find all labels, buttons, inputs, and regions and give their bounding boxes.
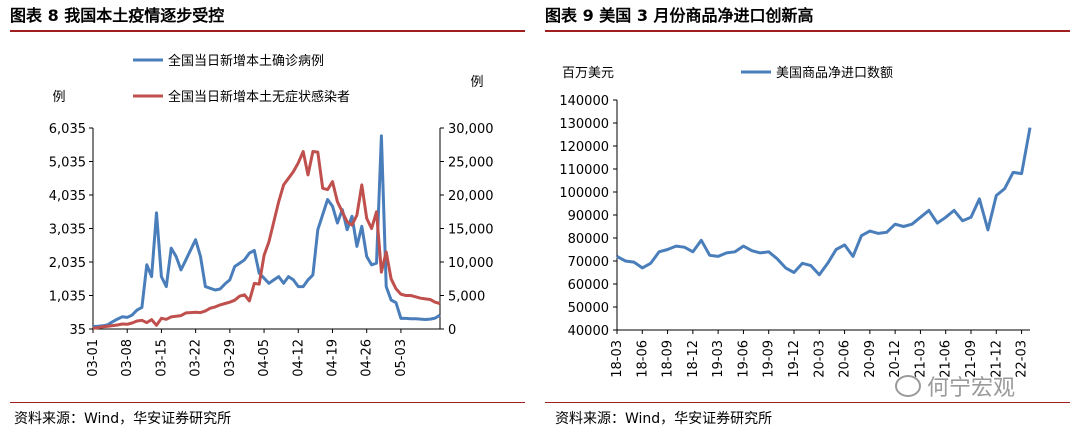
y-tick-label: 35 <box>69 323 86 338</box>
x-tick-label: 04-12 <box>291 339 306 377</box>
y-tick-label: 90000 <box>568 209 609 224</box>
x-tick-label: 04-05 <box>257 339 272 377</box>
x-tick-label: 20-12 <box>888 340 903 378</box>
y-tick-label: 2,035 <box>49 256 86 271</box>
x-tick-label: 19-12 <box>787 340 802 378</box>
x-tick-label: 19-03 <box>711 340 726 378</box>
y2-tick-label: 5,000 <box>448 290 485 305</box>
legend-label-1: 全国当日新增本土确诊病例 <box>168 53 324 69</box>
x-tick-label: 19-09 <box>762 340 777 378</box>
y-tick-label: 80000 <box>568 232 609 247</box>
x-tick-label: 21-03 <box>913 340 928 378</box>
x-tick-label: 20-03 <box>812 340 827 378</box>
y-tick-label: 1,035 <box>49 290 86 305</box>
y-tick-label: 130000 <box>559 117 609 132</box>
y2-tick-label: 20,000 <box>448 189 494 204</box>
y-axis-label: 百万美元 <box>562 66 614 81</box>
y-tick-label: 50000 <box>568 301 609 316</box>
x-tick-label: 04-19 <box>325 339 340 377</box>
y-tick-label: 140000 <box>559 94 609 109</box>
x-tick-label: 20-09 <box>863 340 878 378</box>
series-line-2 <box>92 150 441 330</box>
y-tick-label: 6,035 <box>49 122 86 137</box>
y2-tick-label: 0 <box>448 323 456 338</box>
right-source-rule <box>545 402 1070 403</box>
right-title-rule <box>545 30 1070 32</box>
x-tick-label: 03-01 <box>86 339 101 377</box>
y-tick-label: 120000 <box>559 140 609 155</box>
x-tick-label: 18-12 <box>686 340 701 378</box>
left-chart-panel: 图表 8 我国本土疫情逐步受控 6,035 5,035 4,035 3,035 2,03… <box>0 0 530 434</box>
x-tick-label: 03-22 <box>189 339 204 377</box>
x-tick-label: 05-03 <box>394 339 409 377</box>
y2-tick-label: 30,000 <box>448 122 494 137</box>
x-tick-label: 03-29 <box>223 339 238 377</box>
right-chart-title: 图表 9 美国 3 月份商品净进口创新高 <box>545 6 814 25</box>
series-line-1 <box>92 134 441 328</box>
y-tick-label: 4,035 <box>49 189 86 204</box>
y2-tick-label: 15,000 <box>448 223 494 238</box>
x-tick-label: 20-06 <box>838 340 853 378</box>
y-tick-label: 110000 <box>559 163 609 178</box>
watermark-text: 何宁宏观 <box>927 376 1016 401</box>
x-tick-label: 21-06 <box>939 340 954 378</box>
y-axis-label: 例 <box>52 90 65 105</box>
y2-tick-label: 10,000 <box>448 256 494 271</box>
left-chart-svg: 6,035 5,035 4,035 3,035 2,035 1,035 35 30,000 25… <box>49 53 494 377</box>
y-tick-label: 40000 <box>568 324 609 339</box>
x-tick-label: 18-06 <box>635 340 650 378</box>
x-tick-label: 21-09 <box>964 340 979 378</box>
x-tick-label: 21-12 <box>989 340 1004 378</box>
y-tick-label: 100000 <box>559 186 609 201</box>
x-tick-label: 19-06 <box>736 340 751 378</box>
right-chart-panel: 图表 9 美国 3 月份商品净进口创新高 140000 130000 120000 1… <box>545 0 1080 434</box>
right-chart-svg: 140000 130000 120000 110000 100000 90000 80000… <box>559 66 1032 378</box>
left-chart-title: 图表 8 我国本土疫情逐步受控 <box>10 6 225 25</box>
x-tick-label: 03-08 <box>120 339 135 377</box>
left-title-rule <box>10 30 525 32</box>
y-tick-label: 5,035 <box>49 156 86 171</box>
legend-label-1: 美国商品净进口数额 <box>776 66 893 81</box>
x-tick-label: 22-03 <box>1015 340 1030 378</box>
left-source-note: 资料来源：Wind，华安证券研究所 <box>14 411 232 427</box>
x-tick-label: 03-15 <box>154 339 169 377</box>
y-tick-label: 3,035 <box>49 223 86 238</box>
x-tick-label: 18-03 <box>610 340 625 378</box>
y2-tick-label: 25,000 <box>448 156 494 171</box>
series-line-1 <box>616 127 1032 277</box>
left-source-rule <box>10 402 525 403</box>
y-tick-label: 70000 <box>568 255 609 270</box>
y-tick-label: 60000 <box>568 278 609 293</box>
x-tick-label: 18-09 <box>661 340 676 378</box>
wechat-icon <box>895 375 921 397</box>
watermark: 何宁宏观 <box>895 370 1015 402</box>
y2-axis-label: 例 <box>470 75 483 90</box>
right-source-note: 资料来源：Wind，华安证券研究所 <box>555 411 773 427</box>
x-tick-label: 04-26 <box>360 339 375 377</box>
legend-label-2: 全国当日新增本土无症状感染者 <box>168 89 350 105</box>
